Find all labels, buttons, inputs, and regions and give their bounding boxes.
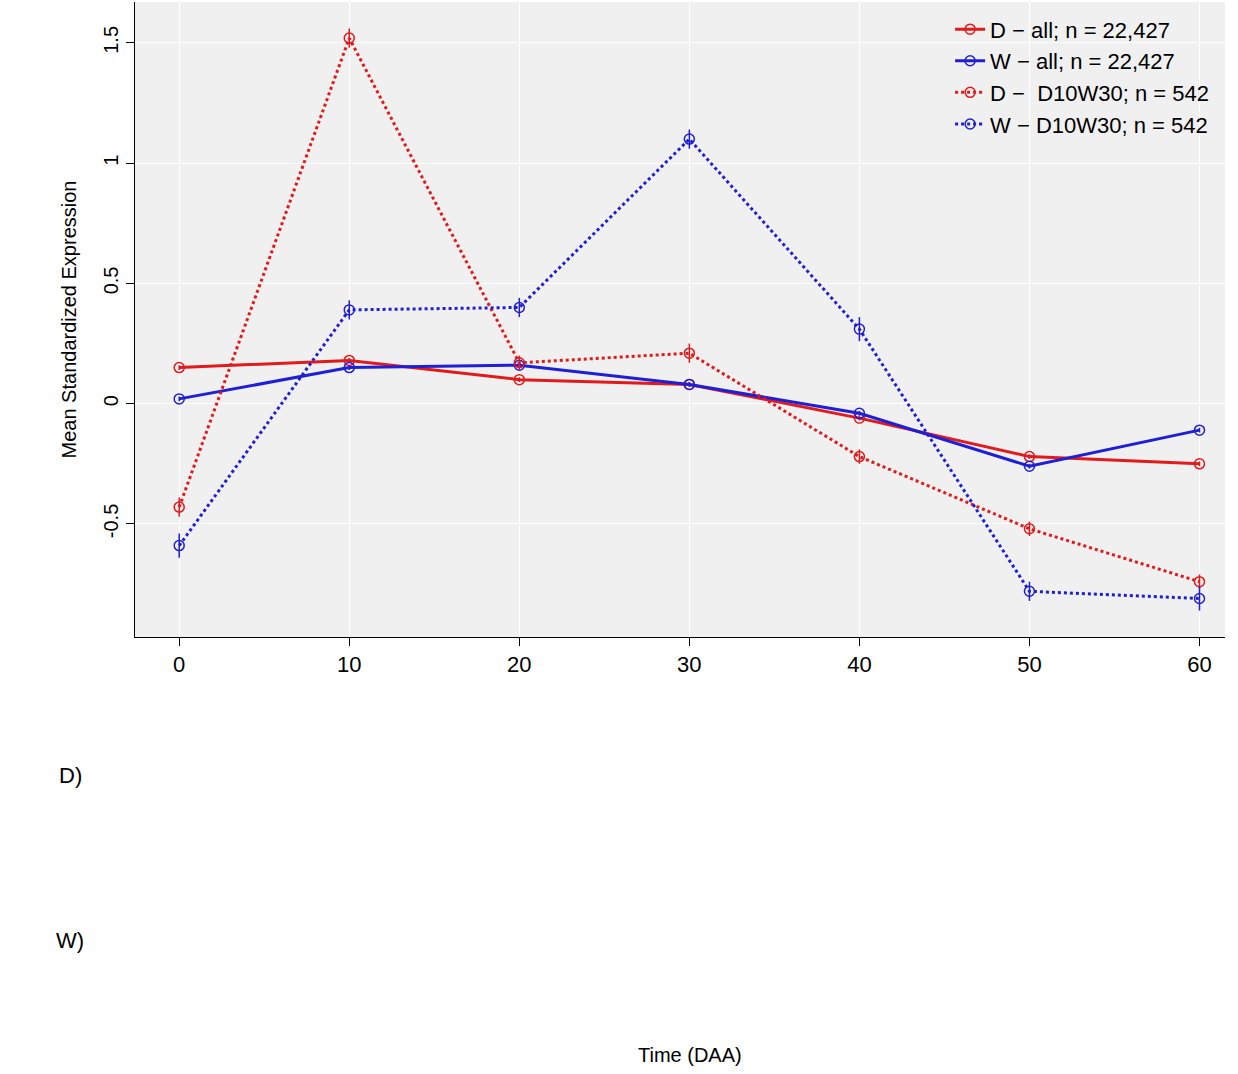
svg-text:-0.5: -0.5 xyxy=(100,504,122,538)
svg-text:Time (DAA): Time (DAA) xyxy=(638,1044,742,1066)
svg-text:Mean Standardized Expression: Mean Standardized Expression xyxy=(58,181,80,459)
svg-text:1.5: 1.5 xyxy=(100,26,122,54)
svg-text:0: 0 xyxy=(100,395,122,406)
svg-text:D − all; n = 22,427: D − all; n = 22,427 xyxy=(990,18,1170,43)
svg-text:D − D10W30; n = 542: D − D10W30; n = 542 xyxy=(990,81,1209,106)
svg-text:D): D) xyxy=(59,763,82,788)
svg-text:10: 10 xyxy=(337,652,361,677)
svg-text:20: 20 xyxy=(507,652,531,677)
svg-text:40: 40 xyxy=(847,652,871,677)
svg-text:0: 0 xyxy=(173,652,185,677)
svg-text:50: 50 xyxy=(1017,652,1041,677)
svg-text:W): W) xyxy=(56,928,84,953)
svg-text:W − D10W30; n = 542: W − D10W30; n = 542 xyxy=(990,113,1208,138)
svg-text:60: 60 xyxy=(1187,652,1211,677)
svg-text:W − all; n = 22,427: W − all; n = 22,427 xyxy=(990,49,1175,74)
svg-text:1: 1 xyxy=(100,155,122,166)
svg-text:30: 30 xyxy=(677,652,701,677)
svg-text:0.5: 0.5 xyxy=(100,267,122,295)
